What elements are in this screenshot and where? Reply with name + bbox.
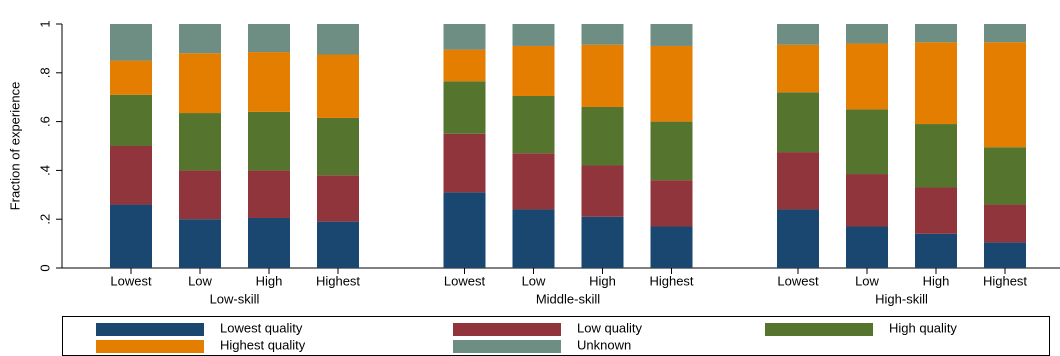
x-tick-label: Lowest	[444, 273, 486, 288]
y-tick-label: 1	[37, 20, 52, 27]
group-label: Middle-skill	[536, 291, 600, 306]
x-tick-label: Highest	[316, 273, 360, 288]
bar-segment	[581, 24, 624, 45]
bar-segment	[317, 24, 359, 55]
bar-segment	[581, 44, 624, 107]
x-tick-label: Highest	[983, 273, 1027, 288]
legend-swatch	[453, 340, 561, 353]
bar-segment	[650, 226, 693, 268]
bar-segment	[984, 24, 1026, 43]
bar-segment	[915, 124, 957, 188]
x-tick-label: High	[589, 273, 616, 288]
group-label: High-skill	[875, 291, 928, 306]
bar-segment	[846, 109, 888, 175]
bar-segment	[110, 24, 152, 61]
bar-segment	[443, 81, 486, 134]
bar-segment	[512, 95, 555, 154]
bar-segment	[915, 24, 957, 43]
bar-segment	[777, 44, 819, 93]
legend-swatch	[96, 323, 204, 336]
bar-segment	[915, 187, 957, 234]
bar-segment	[512, 24, 555, 46]
bar-segment	[984, 204, 1026, 243]
bar-segment	[777, 24, 819, 45]
legend-swatch	[765, 323, 873, 336]
y-tick-label: 0	[37, 264, 52, 271]
bar-segment	[512, 209, 555, 268]
bar-segment	[443, 24, 486, 50]
x-tick-label: Low	[855, 273, 879, 288]
bar-segment	[317, 117, 359, 176]
bar-segment	[777, 92, 819, 153]
x-tick-label: Lowest	[777, 273, 819, 288]
bar-segment	[846, 174, 888, 227]
bar-segment	[443, 49, 486, 82]
legend-label: Unknown	[577, 337, 631, 352]
bar-segment	[443, 133, 486, 193]
bar-segment	[915, 42, 957, 125]
bar-segment	[650, 180, 693, 227]
bar-segment	[248, 111, 290, 171]
y-axis-title: Fraction of experience	[7, 82, 22, 211]
bar-segment	[650, 121, 693, 181]
group-label: Low-skill	[210, 291, 260, 306]
legend-label: Highest quality	[220, 337, 306, 352]
bar-segment	[915, 233, 957, 268]
legend-label: High quality	[889, 320, 957, 335]
bar-segment	[317, 175, 359, 222]
bar-segment	[179, 219, 221, 268]
legend-swatch	[96, 340, 204, 353]
y-tick-label: .8	[37, 67, 52, 78]
bar-segment	[179, 53, 221, 114]
bar-segment	[846, 24, 888, 44]
bar-segment	[110, 146, 152, 205]
bar-segment	[110, 60, 152, 95]
bar-segment	[581, 106, 624, 166]
x-tick-label: High	[923, 273, 950, 288]
x-tick-label: Low	[188, 273, 212, 288]
bar-segment	[512, 45, 555, 96]
bar-segment	[317, 54, 359, 118]
bar-segment	[650, 45, 693, 122]
bar-segment	[984, 242, 1026, 268]
x-tick-label: Highest	[649, 273, 693, 288]
x-tick-label: Low	[522, 273, 546, 288]
legend-label: Lowest quality	[220, 320, 303, 335]
bar-segment	[650, 24, 693, 46]
x-tick-label: High	[256, 273, 283, 288]
bar-segment	[248, 24, 290, 53]
bar-segment	[512, 153, 555, 210]
bar-segment	[984, 42, 1026, 148]
bar-segment	[581, 216, 624, 268]
bar-segment	[248, 217, 290, 268]
y-tick-label: .2	[37, 214, 52, 225]
legend-swatch	[453, 323, 561, 336]
bar-segment	[984, 147, 1026, 205]
bar-segment	[581, 165, 624, 217]
legend-label: Low quality	[577, 320, 643, 335]
bar-segment	[846, 43, 888, 110]
bar-segment	[179, 24, 221, 54]
bar-segment	[248, 170, 290, 218]
bar-segment	[110, 94, 152, 146]
bar-segment	[317, 221, 359, 268]
bar-segment	[846, 226, 888, 268]
bar-segment	[777, 209, 819, 268]
y-tick-label: .4	[37, 165, 52, 176]
bar-segment	[179, 170, 221, 220]
bar-segment	[777, 152, 819, 210]
bar-segment	[179, 113, 221, 171]
x-tick-label: Lowest	[110, 273, 152, 288]
bar-segment	[248, 52, 290, 112]
bar-segment	[443, 192, 486, 268]
bar-segment	[110, 204, 152, 268]
y-tick-label: .6	[37, 116, 52, 127]
